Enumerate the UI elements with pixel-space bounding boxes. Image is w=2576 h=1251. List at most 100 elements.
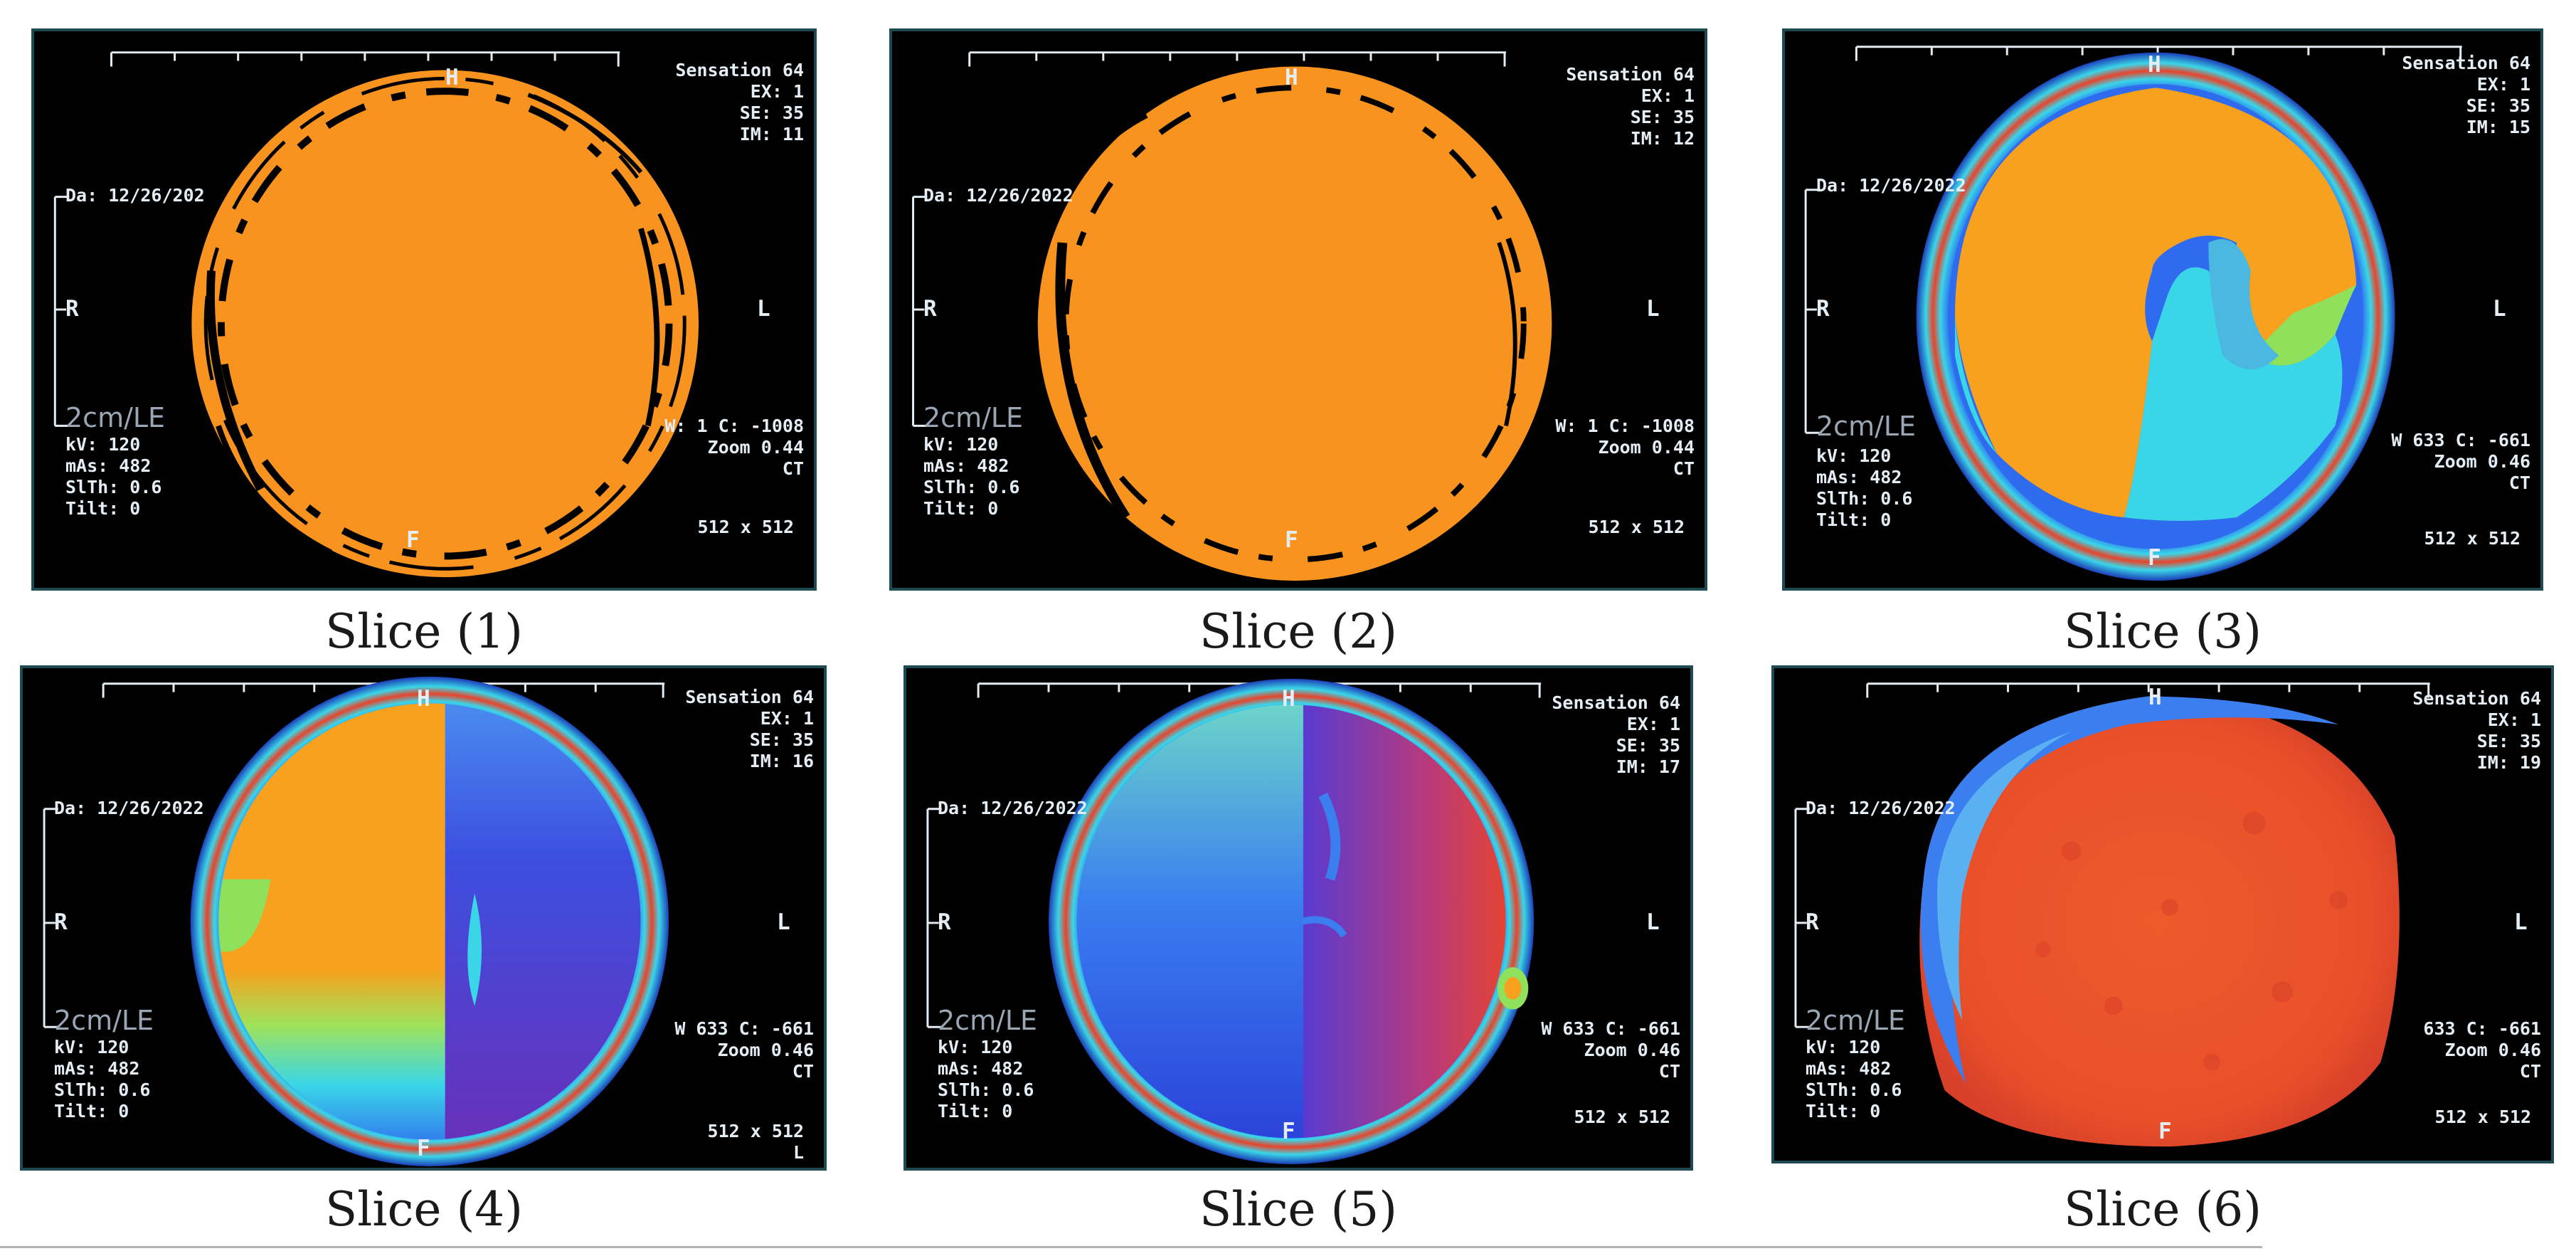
series-number: SE: 35: [1630, 107, 1695, 127]
mas-value: mAs: 482: [1806, 1058, 1892, 1079]
zoom-level: Zoom 0.46: [717, 1040, 814, 1060]
zoom-level: Zoom 0.44: [707, 437, 804, 458]
slice-caption-3: Slice (3): [2064, 604, 2262, 659]
ct-slice-panel-2: Sensation 64 EX: 1 SE: 35 IM: 12 Da: 12/…: [889, 28, 1707, 591]
scale-label: 2cm/LE: [923, 402, 1024, 433]
orientation-right: L: [1646, 296, 1660, 322]
orientation-right: L: [2514, 909, 2528, 935]
matrix-size: 512 x 512: [1574, 1107, 1670, 1127]
ct-scan-image: [926, 678, 1542, 1165]
scale-label: 2cm/LE: [1806, 1005, 1906, 1036]
orientation-top: H: [445, 65, 459, 90]
image-number: IM: 16: [749, 751, 814, 771]
scale-label: 2cm/LE: [54, 1005, 154, 1036]
orientation-top: H: [1285, 65, 1298, 90]
series-number: SE: 35: [739, 102, 804, 123]
exam-number: EX: 1: [1641, 85, 1695, 106]
orientation-right: L: [2493, 296, 2506, 322]
scan-date: Da: 12/26/2022: [938, 798, 1088, 818]
scanner-label: Sensation 64: [1566, 64, 1695, 85]
exam-number: EX: 1: [2476, 74, 2530, 95]
scale-label: 2cm/LE: [938, 1005, 1038, 1036]
modality: CT: [2508, 473, 2530, 493]
ct-scan-image: [43, 676, 669, 1167]
exam-number: EX: 1: [750, 81, 804, 102]
ct-slice-panel-4: Sensation 64 EX: 1 SE: 35 IM: 16 Da: 12/…: [20, 665, 827, 1171]
mas-value: mAs: 482: [54, 1058, 140, 1079]
orientation-bottom: F: [417, 1136, 430, 1161]
tilt-value: Tilt: 0: [1816, 510, 1892, 530]
orientation-left: R: [923, 296, 937, 322]
kv-value: kV: 120: [923, 434, 999, 455]
slice-caption-5: Slice (5): [1199, 1182, 1397, 1237]
mas-value: mAs: 482: [923, 455, 1009, 476]
scanner-label: Sensation 64: [685, 687, 814, 707]
modality: CT: [1673, 458, 1695, 479]
slice-thickness: SlTh: 0.6: [1816, 488, 1913, 509]
matrix-size: 512 x 512: [2424, 528, 2521, 549]
modality: CT: [782, 458, 804, 479]
scale-label: 2cm/LE: [65, 402, 166, 433]
scan-date: Da: 12/26/2022: [923, 185, 1074, 206]
ct-scan-image: [1794, 682, 2430, 1147]
ct-slice-panel-1: Sensation 64 EX: 1 SE: 35 IM: 11 Da: 12/…: [31, 28, 817, 591]
scanner-label: Sensation 64: [1552, 692, 1680, 713]
modality: CT: [2519, 1061, 2541, 1082]
slice-caption-4: Slice (4): [325, 1182, 523, 1237]
scan-date: Da: 12/26/2022: [1806, 798, 1956, 818]
zoom-level: Zoom 0.46: [1584, 1040, 1680, 1060]
orientation-left: R: [938, 909, 951, 935]
orientation-top: H: [2148, 685, 2162, 710]
scanner-label: Sensation 64: [2412, 688, 2541, 709]
orientation-right: L: [757, 296, 770, 322]
exam-number: EX: 1: [2487, 709, 2541, 730]
orientation-bottom: F: [1285, 527, 1298, 553]
orientation-right: L: [1646, 909, 1660, 935]
mas-value: mAs: 482: [938, 1058, 1024, 1079]
tilt-value: Tilt: 0: [923, 498, 999, 519]
ct-slice-panel-5: Sensation 64 EX: 1 SE: 35 IM: 17 Da: 12/…: [903, 665, 1693, 1171]
orientation-bottom: F: [2158, 1119, 2172, 1144]
orientation-left: R: [65, 296, 79, 322]
tilt-value: Tilt: 0: [1806, 1101, 1881, 1121]
matrix-size: 512 x 512: [707, 1121, 804, 1141]
zoom-level: Zoom 0.44: [1598, 437, 1695, 458]
mas-value: mAs: 482: [65, 455, 152, 476]
orientation-left: R: [1806, 909, 1819, 935]
tilt-value: Tilt: 0: [938, 1101, 1013, 1121]
series-number: SE: 35: [1616, 735, 1680, 756]
series-number: SE: 35: [749, 729, 814, 750]
kv-value: kV: 120: [65, 434, 141, 455]
modality: CT: [1658, 1061, 1680, 1082]
series-number: SE: 35: [2476, 731, 2541, 751]
zoom-level: Zoom 0.46: [2434, 451, 2530, 472]
scan-date: Da: 12/26/202: [65, 185, 205, 206]
tilt-value: Tilt: 0: [54, 1101, 129, 1121]
zoom-level: Zoom 0.46: [2444, 1040, 2541, 1060]
ct-slice-panel-3: Sensation 64 EX: 1 SE: 35 IM: 15 Da: 12/…: [1782, 28, 2543, 591]
orientation-extra: L: [793, 1142, 804, 1163]
matrix-size: 512 x 512: [1588, 517, 1685, 537]
slice-thickness: SlTh: 0.6: [54, 1080, 151, 1100]
ct-scan-image: [1804, 46, 2462, 581]
window-center: W 633 C: -661: [1541, 1018, 1680, 1039]
tilt-value: Tilt: 0: [65, 498, 141, 519]
slice-caption-2: Slice (2): [1199, 604, 1397, 659]
slice-caption-1: Slice (1): [325, 604, 523, 659]
image-number: IM: 19: [2476, 752, 2541, 773]
mas-value: mAs: 482: [1816, 467, 1902, 487]
ct-scan-image: [912, 51, 1552, 581]
ct-scan-image: [53, 51, 699, 578]
orientation-bottom: F: [2148, 545, 2161, 571]
image-number: IM: 15: [2466, 117, 2530, 137]
scanner-label: Sensation 64: [2402, 53, 2530, 73]
exam-number: EX: 1: [1626, 714, 1680, 734]
image-number: IM: 12: [1630, 128, 1695, 149]
orientation-right: L: [777, 909, 790, 935]
scanner-label: Sensation 64: [675, 60, 804, 80]
series-number: SE: 35: [2466, 95, 2530, 116]
orientation-bottom: F: [1282, 1119, 1295, 1144]
orientation-bottom: F: [406, 527, 420, 553]
ct-slice-panel-6: Sensation 64 EX: 1 SE: 35 IM: 19 Da: 12/…: [1771, 665, 2554, 1163]
bottom-divider: [0, 1246, 2262, 1248]
